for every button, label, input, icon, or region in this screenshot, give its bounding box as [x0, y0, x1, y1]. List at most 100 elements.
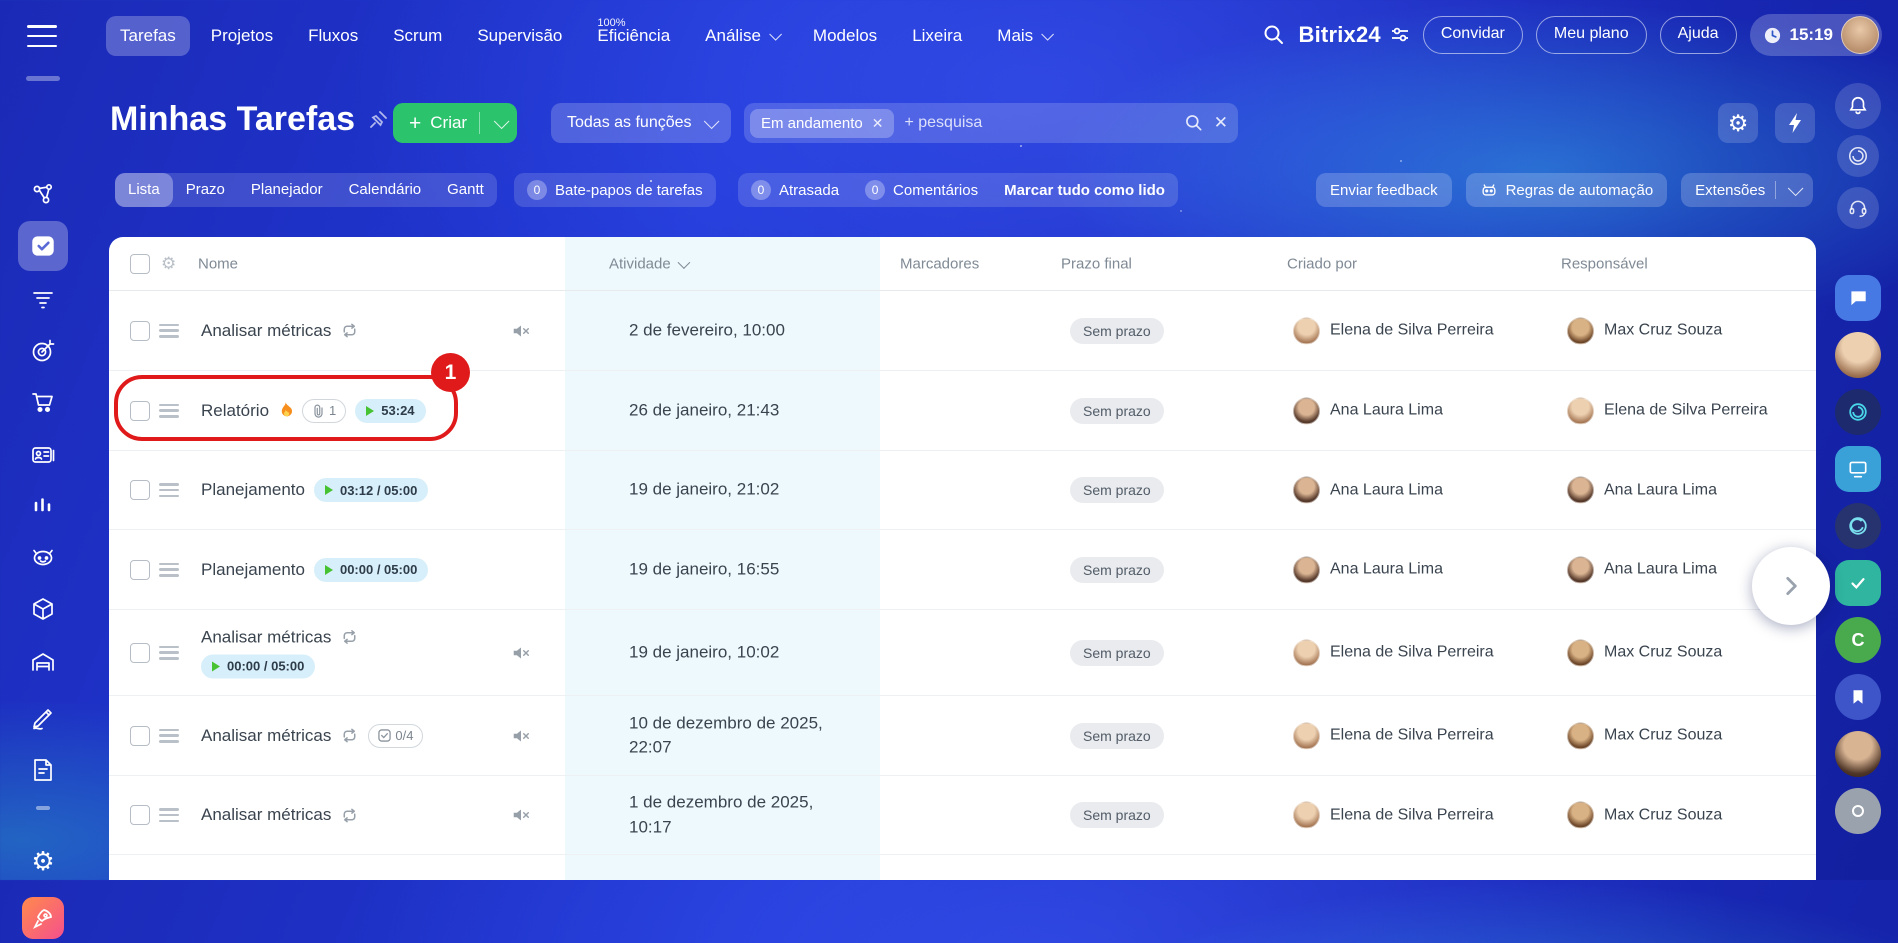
sidebar-item-gear-icon[interactable]: ⚙ — [31, 846, 55, 876]
mute-cell[interactable] — [511, 806, 531, 824]
checklist-badge[interactable]: 0/4 — [368, 723, 424, 748]
search-icon[interactable] — [1184, 113, 1204, 133]
creator-cell[interactable]: Ana Laura Lima — [1293, 556, 1443, 583]
deadline-badge[interactable]: Sem prazo — [1070, 556, 1164, 583]
nav-item-modelos[interactable]: Modelos — [812, 26, 878, 45]
dock-item-c-app-icon[interactable]: C — [1835, 617, 1881, 663]
play-icon[interactable] — [324, 564, 333, 575]
column-header-responsavel[interactable]: Responsável — [1561, 255, 1648, 272]
deadline-badge[interactable]: Sem prazo — [1070, 397, 1164, 424]
responsible-name[interactable]: Max Cruz Souza — [1604, 643, 1723, 661]
responsible-cell[interactable]: Max Cruz Souza — [1567, 722, 1722, 749]
drag-handle-icon[interactable] — [159, 323, 179, 338]
sidebar-item-contact-card-icon[interactable] — [18, 430, 68, 480]
row-checkbox[interactable] — [130, 559, 150, 580]
counter-atrasada[interactable]: 0 Atrasada — [738, 180, 852, 200]
nav-item-analise[interactable]: Análise — [691, 16, 792, 56]
view-tab-calendario[interactable]: Calendário — [348, 181, 422, 198]
clear-search-icon[interactable]: ✕ — [1213, 113, 1228, 132]
responsible-name[interactable]: Ana Laura Lima — [1604, 481, 1717, 498]
sidebar-item-tasks-icon[interactable] — [18, 221, 68, 271]
creator-cell[interactable]: Elena de Silva Perreira — [1293, 722, 1494, 749]
search-filter-bar[interactable]: Em andamento ✕ + pesquisa ✕ — [744, 103, 1238, 143]
responsible-name[interactable]: Elena de Silva Perreira — [1604, 401, 1768, 419]
task-timer[interactable]: 00:00 / 05:00 — [201, 654, 316, 678]
creator-cell[interactable]: Elena de Silva Perreira — [1293, 639, 1494, 666]
counter-comentarios[interactable]: 0 Comentários — [852, 180, 991, 200]
column-header-nome[interactable]: Nome — [198, 255, 239, 272]
row-checkbox[interactable] — [130, 805, 150, 825]
help-button[interactable]: Ajuda — [1659, 16, 1737, 54]
columns-gear-icon[interactable]: ⚙ — [161, 253, 177, 273]
brand-logo[interactable]: Bitrix24 — [1299, 22, 1410, 48]
responsible-name[interactable]: Max Cruz Souza — [1604, 321, 1723, 339]
dock-item-user-avatar[interactable] — [1835, 332, 1881, 378]
row-checkbox[interactable] — [130, 725, 150, 746]
view-tab-gantt[interactable]: Gantt — [447, 181, 484, 198]
invite-button[interactable]: Convidar — [1422, 16, 1523, 54]
nav-item-mais[interactable]: Mais — [983, 16, 1064, 56]
deadline-badge[interactable]: Sem prazo — [1070, 722, 1164, 749]
sidebar-item-copilot-robot-icon[interactable] — [18, 532, 68, 582]
nav-item-tarefas[interactable]: Tarefas — [106, 16, 190, 56]
task-timer[interactable]: 00:00 / 05:00 — [313, 557, 429, 582]
sidebar-item-market-rocket-icon[interactable] — [18, 893, 68, 943]
boost-button[interactable] — [1775, 103, 1815, 143]
mute-cell[interactable] — [511, 727, 531, 745]
nav-item-eficiencia[interactable]: Eficiência 100% — [583, 16, 684, 56]
view-tab-prazo[interactable]: Prazo — [185, 181, 225, 198]
filter-chip-em-andamento[interactable]: Em andamento ✕ — [750, 108, 895, 138]
sidebar-item-sign-pen-icon[interactable] — [18, 693, 68, 743]
row-checkbox[interactable] — [130, 480, 150, 500]
sidebar-item-marketing-target-icon[interactable] — [18, 326, 68, 376]
nav-item-supervisao[interactable]: Supervisão — [477, 26, 563, 45]
deadline-badge[interactable]: Sem prazo — [1070, 802, 1164, 828]
automation-rules-button[interactable]: Regras de automação — [1465, 173, 1668, 207]
view-tab-planejador[interactable]: Planejador — [250, 181, 323, 198]
play-icon[interactable] — [212, 661, 220, 671]
mark-all-read-button[interactable]: Marcar tudo como lido — [1004, 181, 1165, 199]
chevron-down-icon[interactable] — [493, 113, 510, 129]
dock-item-offline-status-icon[interactable] — [1835, 788, 1881, 834]
row-checkbox[interactable] — [130, 320, 150, 341]
worktime-widget[interactable]: 15:19 — [1749, 14, 1882, 56]
deadline-badge[interactable]: Sem prazo — [1070, 639, 1164, 666]
drag-handle-icon[interactable] — [159, 645, 179, 660]
responsible-name[interactable]: Max Cruz Souza — [1604, 806, 1723, 823]
responsible-cell[interactable]: Ana Laura Lima — [1567, 476, 1717, 504]
creator-name[interactable]: Elena de Silva Perreira — [1330, 726, 1494, 744]
creator-cell[interactable]: Ana Laura Lima — [1293, 476, 1443, 504]
task-name-link[interactable]: Analisar métricas — [201, 805, 332, 824]
task-chats-pill[interactable]: 0 Bate-papos de tarefas — [514, 173, 716, 207]
dock-item-swirl-app-icon-2[interactable] — [1835, 503, 1881, 549]
drag-handle-icon[interactable] — [159, 808, 179, 822]
drag-handle-icon[interactable] — [159, 483, 179, 497]
task-timer[interactable]: 03:12 / 05:00 — [313, 478, 429, 502]
deadline-badge[interactable]: Sem prazo — [1070, 317, 1164, 344]
sidebar-item-network-icon[interactable] — [18, 169, 68, 219]
play-icon[interactable] — [324, 485, 333, 495]
create-task-button[interactable]: + Criar — [393, 103, 518, 143]
mute-icon[interactable] — [511, 644, 531, 662]
row-checkbox[interactable] — [130, 400, 150, 421]
column-header-marcadores[interactable]: Marcadores — [900, 255, 980, 272]
role-filter-button[interactable]: Todas as funções — [551, 103, 731, 143]
creator-name[interactable]: Ana Laura Lima — [1330, 481, 1443, 498]
deadline-badge[interactable]: Sem prazo — [1070, 477, 1164, 503]
column-header-prazo-final[interactable]: Prazo final — [1061, 255, 1132, 272]
menu-hamburger-icon[interactable] — [27, 25, 57, 47]
search-input[interactable]: + pesquisa — [904, 114, 983, 131]
pin-icon[interactable] — [367, 109, 389, 131]
creator-cell[interactable]: Elena de Silva Perreira — [1293, 801, 1494, 829]
creator-cell[interactable]: Elena de Silva Perreira — [1293, 317, 1494, 344]
sidebar-item-warehouse-icon[interactable] — [18, 638, 68, 688]
creator-name[interactable]: Elena de Silva Perreira — [1330, 643, 1494, 661]
play-icon[interactable] — [366, 405, 375, 416]
task-timer[interactable]: 53:24 — [355, 398, 426, 423]
sliders-icon[interactable] — [1390, 25, 1410, 45]
settings-button[interactable]: ⚙ — [1718, 103, 1758, 143]
task-name-link[interactable]: Analisar métricas — [201, 627, 332, 646]
sidebar-more-divider[interactable] — [36, 806, 50, 810]
dock-item-user-avatar-2[interactable] — [1835, 731, 1881, 777]
sidebar-handle[interactable] — [26, 76, 60, 81]
